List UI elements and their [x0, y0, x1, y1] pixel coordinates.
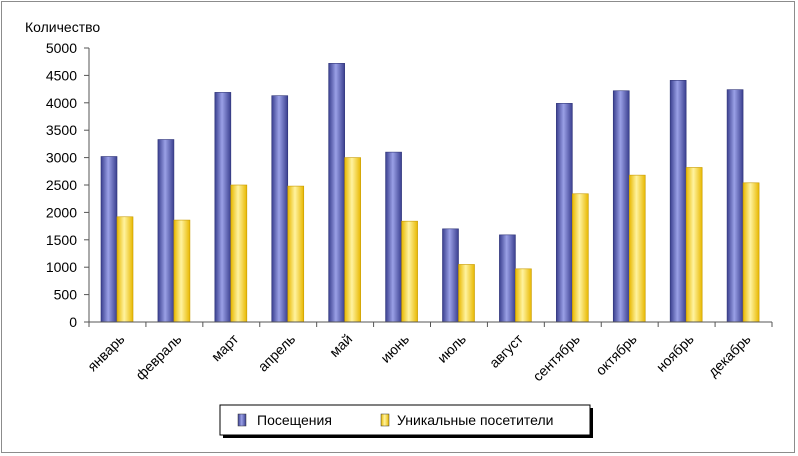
bar-series-1-11 — [742, 182, 760, 323]
x-tick-label: апрель — [255, 331, 299, 375]
bar-series-1-1 — [173, 219, 191, 323]
y-tick-label: 500 — [54, 287, 78, 303]
bar-series-0-3 — [271, 95, 289, 323]
legend-box — [219, 404, 591, 436]
bar-series-1-5 — [401, 220, 418, 323]
bar-series-1-9 — [628, 174, 646, 323]
legend-swatch-series-0 — [237, 413, 247, 427]
y-axis-title: Количество — [25, 19, 100, 35]
bar-series-0-6 — [442, 228, 459, 323]
x-tick-label: ноябрь — [653, 331, 697, 375]
y-tick-label: 2000 — [46, 204, 77, 220]
y-tick-label: 0 — [69, 314, 77, 330]
bar-series-1-0 — [116, 216, 134, 323]
x-axis: январь февраль март апрель май июнь июль август… — [84, 322, 773, 384]
legend-label-series-1: Уникальные посетители — [397, 412, 553, 428]
y-tick-label: 4500 — [46, 67, 77, 83]
y-tick-label: 3000 — [46, 150, 77, 166]
bar-series-1-8 — [572, 193, 589, 323]
bar-series-1-6 — [458, 264, 475, 323]
bar-series-0-4 — [328, 63, 345, 323]
y-axis: 0 500 1000 1500 2000 2500 3000 3500 4000 4500 5000 — [46, 40, 89, 330]
legend: Посещения Уникальные посетители — [219, 404, 593, 438]
bars-group — [100, 63, 760, 323]
x-tick-label: июнь — [377, 331, 412, 366]
x-tick-label: май — [326, 331, 355, 360]
y-tick-label: 3500 — [46, 122, 77, 138]
bar-series-0-0 — [100, 156, 118, 323]
bar-series-0-1 — [157, 139, 175, 323]
legend-label-series-0: Посещения — [257, 412, 332, 428]
bar-series-1-10 — [685, 167, 703, 323]
y-tick-label: 4000 — [46, 95, 77, 111]
bar-series-0-9 — [612, 90, 630, 323]
bar-series-0-5 — [385, 151, 402, 323]
bar-series-1-4 — [344, 157, 361, 323]
x-tick-label: сентябрь — [529, 331, 582, 384]
y-tick-label: 1500 — [46, 232, 77, 248]
x-tick-label: июль — [434, 331, 469, 366]
y-tick-label: 1000 — [46, 259, 77, 275]
x-tick-label: август — [486, 330, 526, 370]
bar-series-0-8 — [556, 103, 573, 323]
x-tick-label: март — [208, 330, 242, 364]
bar-series-0-11 — [726, 89, 744, 323]
bar-series-0-2 — [214, 92, 232, 323]
bar-series-1-7 — [515, 268, 532, 323]
y-tick-label: 2500 — [46, 177, 77, 193]
legend-swatch-series-1 — [380, 413, 390, 427]
x-tick-label: октябрь — [592, 331, 639, 378]
x-tick-label: декабрь — [705, 331, 754, 380]
x-tick-label: февраль — [132, 331, 184, 383]
y-tick-label: 5000 — [46, 40, 77, 56]
bar-series-1-2 — [230, 184, 248, 323]
bar-series-0-10 — [669, 80, 687, 323]
bar-series-1-3 — [287, 185, 305, 323]
bar-series-0-7 — [499, 234, 516, 323]
x-tick-label: январь — [84, 331, 127, 374]
